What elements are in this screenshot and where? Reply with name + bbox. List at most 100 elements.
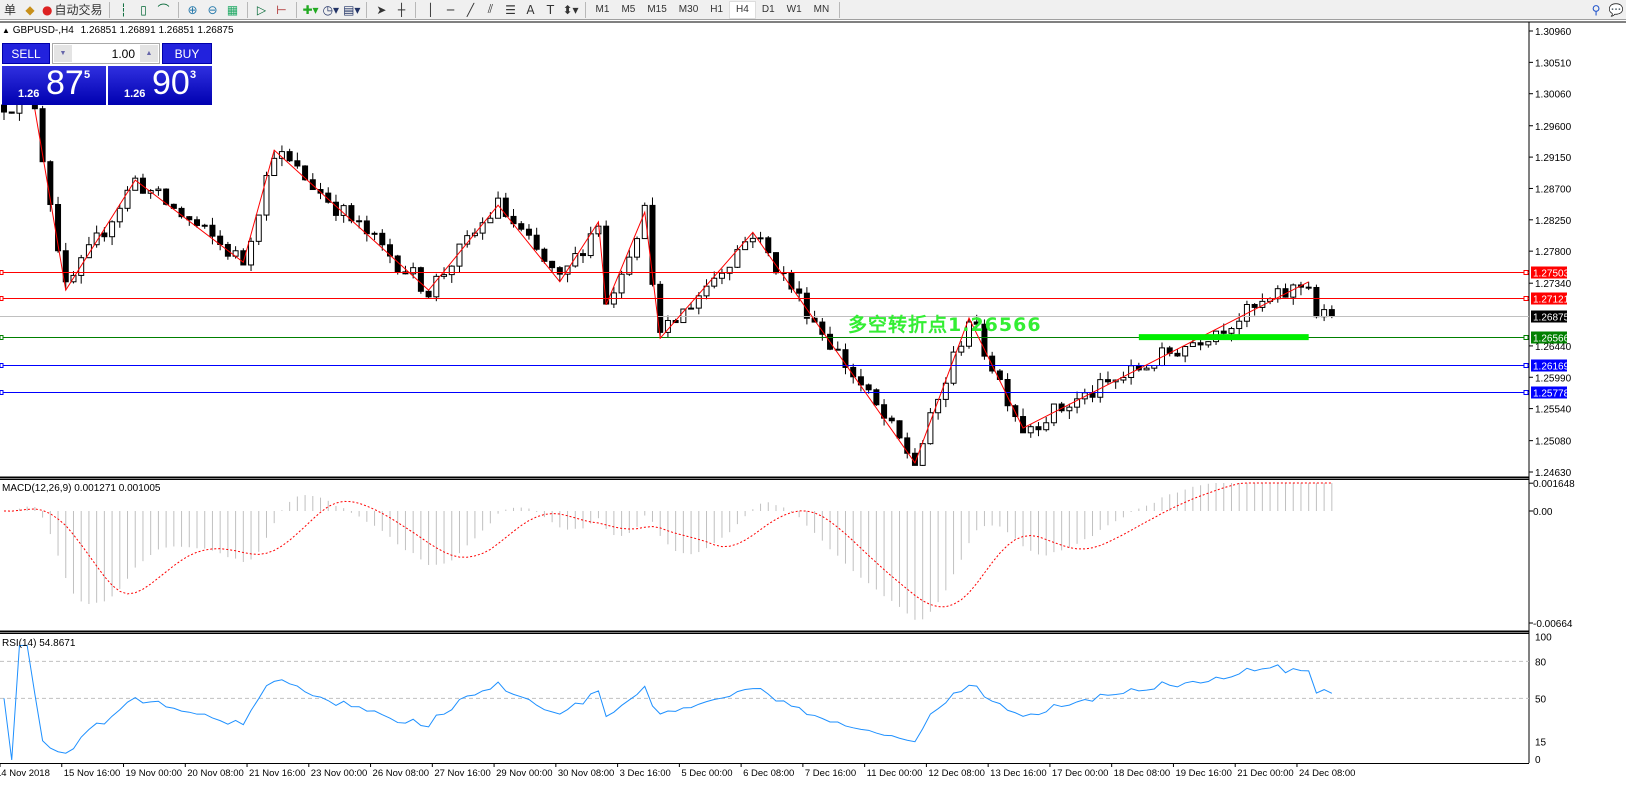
timeframe-h1[interactable]: H1 bbox=[710, 4, 724, 15]
candle bbox=[93, 225, 100, 248]
timeframe-m15[interactable]: M15 bbox=[647, 4, 667, 15]
candle bbox=[363, 215, 370, 242]
candle-body bbox=[595, 225, 602, 235]
candle bbox=[1151, 364, 1158, 372]
candle-body bbox=[1043, 422, 1050, 431]
chat-icon[interactable]: 💬 bbox=[1608, 2, 1624, 17]
cursor-icon[interactable]: ➤ bbox=[376, 2, 387, 17]
lot-decrease-icon[interactable]: ▼ bbox=[54, 45, 72, 62]
time-label: 13 Dec 16:00 bbox=[990, 768, 1047, 779]
buy-price-prefix: 1.26 bbox=[124, 88, 146, 100]
chart-shift-icon[interactable]: ⊢ bbox=[276, 2, 287, 17]
price-tick-label: 1.25540 bbox=[1535, 405, 1572, 416]
price-tick-label: 1.25080 bbox=[1535, 437, 1572, 448]
toolbar-divider bbox=[108, 1, 110, 18]
candle-body bbox=[170, 203, 177, 209]
lot-size-field[interactable]: ▼ 1.00 ▲ bbox=[52, 43, 160, 64]
candle-body bbox=[263, 175, 270, 216]
indicators-icon[interactable]: ✚▾ bbox=[302, 2, 319, 17]
sell-price[interactable]: 1.26 87 5 bbox=[2, 64, 106, 105]
candle bbox=[394, 254, 401, 275]
buy-button[interactable]: BUY bbox=[162, 43, 212, 64]
timeframe-h4[interactable]: H4 bbox=[729, 0, 756, 19]
buy-price[interactable]: 1.26 90 3 bbox=[108, 64, 212, 105]
vertical-line-icon[interactable]: │ bbox=[426, 2, 435, 17]
time-label: 21 Dec 00:00 bbox=[1237, 768, 1294, 779]
zoom-out-icon[interactable]: ⊖ bbox=[207, 2, 218, 17]
time-label: 18 Dec 08:00 bbox=[1114, 768, 1171, 779]
price-tick-label: 1.30510 bbox=[1535, 58, 1572, 69]
candle bbox=[966, 318, 972, 349]
text-icon[interactable]: A bbox=[526, 2, 535, 17]
equidistant-channel-icon[interactable]: ⫽ bbox=[487, 2, 494, 16]
candle-body bbox=[8, 111, 15, 114]
candle-body bbox=[286, 151, 293, 162]
candle bbox=[479, 217, 486, 240]
line-chart-icon[interactable]: ⌒ bbox=[157, 3, 170, 17]
periods-icon[interactable]: ◷▾ bbox=[322, 2, 340, 17]
lot-increase-icon[interactable]: ▲ bbox=[140, 45, 158, 62]
time-label: 7 Dec 16:00 bbox=[805, 768, 856, 779]
timeframe-m30[interactable]: M30 bbox=[678, 4, 699, 15]
timeframe-m5[interactable]: M5 bbox=[621, 4, 636, 15]
candle bbox=[842, 343, 849, 375]
bar-chart-icon[interactable]: ┆ bbox=[119, 2, 128, 17]
timeframe-w1[interactable]: W1 bbox=[786, 4, 802, 15]
sell-button[interactable]: SELL bbox=[2, 43, 50, 64]
candle bbox=[201, 223, 208, 229]
timeframe-mn[interactable]: MN bbox=[813, 4, 830, 15]
level-anchor bbox=[0, 363, 4, 368]
timeframe-d1[interactable]: D1 bbox=[761, 4, 775, 15]
candle-body bbox=[757, 237, 764, 240]
autotrade-button[interactable]: ● 自动交易 bbox=[40, 1, 105, 19]
candle bbox=[989, 351, 996, 374]
candle-body bbox=[726, 266, 733, 274]
level-label: 1.27121 bbox=[1533, 295, 1570, 306]
search-icon[interactable]: ⚲ bbox=[1591, 2, 1601, 17]
candle bbox=[1066, 403, 1073, 419]
expert-icon[interactable]: ◆ bbox=[25, 2, 35, 17]
toolbar-divider bbox=[295, 1, 297, 18]
candle bbox=[1027, 423, 1034, 438]
timeframe-m1[interactable]: M1 bbox=[595, 4, 610, 15]
candle bbox=[626, 249, 633, 276]
price-tick-label: 1.28700 bbox=[1535, 184, 1572, 195]
candle bbox=[425, 290, 432, 299]
candle-body bbox=[618, 273, 625, 294]
fibonacci-icon[interactable]: ☰ bbox=[505, 2, 516, 17]
candle-body bbox=[1313, 286, 1320, 318]
toolbar-divider bbox=[839, 1, 841, 18]
lot-value[interactable]: 1.00 bbox=[111, 47, 135, 61]
candle-body bbox=[680, 308, 687, 324]
candle bbox=[163, 188, 170, 206]
candle-body bbox=[556, 267, 563, 275]
price-tick-label: 1.30060 bbox=[1535, 90, 1572, 101]
candle bbox=[1174, 348, 1181, 357]
zoom-in-icon[interactable]: ⊕ bbox=[187, 2, 198, 17]
candle bbox=[356, 215, 363, 229]
horizontal-line-icon[interactable]: ─ bbox=[446, 2, 455, 17]
menu-partial[interactable]: 单 bbox=[3, 3, 16, 17]
templates-icon[interactable]: ▤▾ bbox=[343, 2, 361, 17]
candle bbox=[641, 202, 648, 240]
candle bbox=[827, 326, 834, 351]
candlestick-icon[interactable]: ▯ bbox=[140, 2, 147, 17]
crosshair-icon[interactable]: ┼ bbox=[397, 2, 406, 17]
candle bbox=[62, 242, 69, 291]
candle bbox=[248, 237, 255, 271]
candle-body bbox=[317, 189, 324, 194]
candle bbox=[255, 214, 262, 246]
text-label-icon[interactable]: T bbox=[546, 2, 555, 17]
candle-body bbox=[425, 290, 432, 298]
candle bbox=[580, 249, 586, 264]
candle-body bbox=[1236, 320, 1243, 330]
tile-windows-icon[interactable]: ▦ bbox=[226, 2, 239, 17]
collapse-icon[interactable]: ▲ bbox=[2, 26, 10, 35]
trendline-icon[interactable]: ╱ bbox=[466, 2, 475, 17]
candle bbox=[857, 368, 864, 392]
candle-body bbox=[765, 237, 772, 254]
arrows-icon[interactable]: ⬍▾ bbox=[562, 2, 579, 17]
autoscroll-icon[interactable]: ▷ bbox=[256, 2, 267, 17]
level-anchor bbox=[1523, 296, 1529, 301]
